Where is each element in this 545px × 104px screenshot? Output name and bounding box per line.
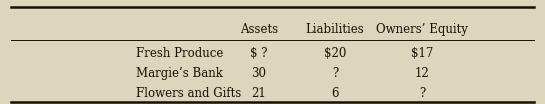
Text: 21: 21 (251, 87, 267, 100)
Text: Fresh Produce: Fresh Produce (136, 47, 223, 59)
Text: $20: $20 (324, 47, 347, 59)
Text: 30: 30 (251, 67, 267, 80)
Text: $ ?: $ ? (250, 47, 268, 59)
Text: Owners’ Equity: Owners’ Equity (377, 23, 468, 36)
Text: Liabilities: Liabilities (306, 23, 365, 36)
Text: 12: 12 (415, 67, 430, 80)
Text: ?: ? (332, 67, 338, 80)
Text: $17: $17 (411, 47, 434, 59)
Text: ?: ? (419, 87, 426, 100)
Text: Assets: Assets (240, 23, 278, 36)
Text: Flowers and Gifts: Flowers and Gifts (136, 87, 241, 100)
Text: 6: 6 (331, 87, 339, 100)
Text: Margie’s Bank: Margie’s Bank (136, 67, 223, 80)
